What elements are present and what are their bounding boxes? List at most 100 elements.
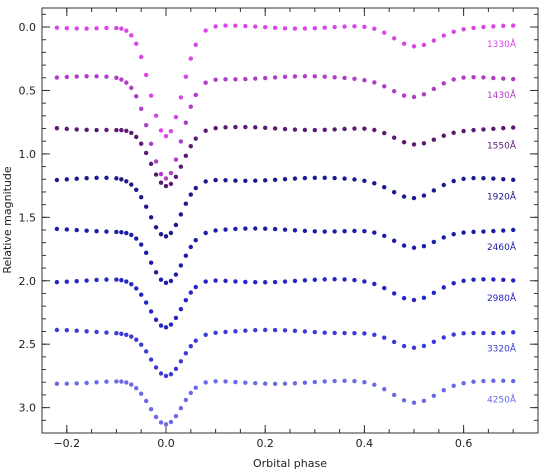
data-point — [168, 170, 174, 176]
data-point — [213, 330, 218, 335]
data-point — [382, 130, 387, 136]
data-point — [461, 176, 466, 182]
data-point — [203, 80, 208, 85]
data-point — [243, 124, 248, 130]
data-point — [372, 230, 377, 235]
data-point — [332, 75, 337, 80]
data-point — [263, 381, 268, 386]
data-point — [139, 342, 144, 347]
data-point — [382, 335, 387, 340]
data-point — [511, 278, 516, 283]
data-point — [302, 74, 308, 79]
data-point — [511, 125, 516, 130]
data-point — [153, 365, 159, 370]
data-point — [124, 279, 129, 284]
data-point — [292, 176, 298, 181]
data-point — [511, 23, 516, 28]
data-point — [114, 127, 119, 133]
data-point — [431, 38, 437, 43]
data-point — [129, 382, 134, 387]
data-point — [233, 178, 238, 183]
data-point — [104, 74, 109, 79]
data-point — [213, 24, 218, 29]
data-point — [143, 349, 149, 354]
data-point — [84, 278, 89, 283]
data-point — [451, 178, 456, 184]
data-point — [64, 279, 70, 284]
data-point — [114, 277, 119, 282]
data-point — [501, 330, 506, 335]
data-point — [54, 126, 60, 131]
data-point — [312, 175, 317, 180]
data-point — [129, 182, 134, 187]
data-point — [183, 74, 189, 79]
data-point — [183, 153, 189, 159]
data-point — [143, 300, 149, 305]
data-point — [64, 381, 70, 386]
data-point — [114, 75, 119, 80]
data-point — [104, 330, 109, 335]
data-point — [342, 330, 347, 336]
data-point — [223, 77, 228, 82]
data-point — [401, 139, 407, 145]
data-point — [178, 212, 184, 217]
data-point — [312, 229, 317, 234]
data-point — [163, 280, 169, 286]
data-point — [471, 379, 476, 384]
data-point — [441, 388, 446, 393]
data-point — [421, 42, 427, 48]
data-point — [223, 178, 228, 183]
data-point — [282, 279, 288, 284]
data-point — [401, 243, 407, 248]
data-point — [203, 128, 208, 133]
data-point — [282, 176, 288, 182]
data-point — [243, 279, 248, 285]
data-point — [461, 380, 466, 386]
data-point — [332, 277, 337, 282]
data-point — [302, 228, 308, 234]
data-point — [94, 74, 99, 79]
data-point — [441, 182, 446, 188]
data-point — [203, 332, 208, 338]
data-point — [362, 126, 367, 131]
data-point — [134, 286, 139, 291]
data-point — [173, 222, 179, 228]
data-point — [233, 329, 238, 334]
data-point — [114, 379, 119, 384]
data-point — [153, 317, 159, 322]
data-point — [332, 127, 337, 132]
data-point — [431, 339, 437, 345]
series-label: 2980Å — [487, 292, 517, 304]
data-point — [481, 330, 486, 336]
data-point — [263, 125, 268, 131]
data-point — [491, 228, 496, 234]
data-point — [64, 227, 70, 232]
data-point — [421, 295, 427, 301]
data-point — [461, 75, 466, 80]
data-point — [223, 125, 228, 130]
data-point — [441, 235, 446, 240]
data-point — [451, 383, 456, 389]
data-point — [471, 277, 476, 282]
data-point — [292, 381, 298, 386]
data-point — [143, 204, 149, 209]
data-point — [461, 278, 466, 283]
data-point — [253, 328, 258, 333]
data-point — [411, 195, 417, 201]
data-point — [163, 325, 169, 330]
data-point — [223, 23, 228, 28]
data-point — [74, 127, 79, 132]
data-point — [158, 232, 164, 237]
series-label: 1430Å — [487, 89, 517, 101]
data-point — [188, 390, 193, 396]
data-point — [382, 386, 387, 392]
data-point — [302, 175, 308, 181]
data-point — [401, 194, 407, 199]
data-point — [143, 72, 149, 78]
data-point — [223, 278, 228, 284]
data-point — [54, 226, 60, 232]
y-axis-label: Relative magnitude — [1, 166, 14, 274]
data-point — [501, 277, 506, 283]
data-point — [391, 392, 397, 398]
